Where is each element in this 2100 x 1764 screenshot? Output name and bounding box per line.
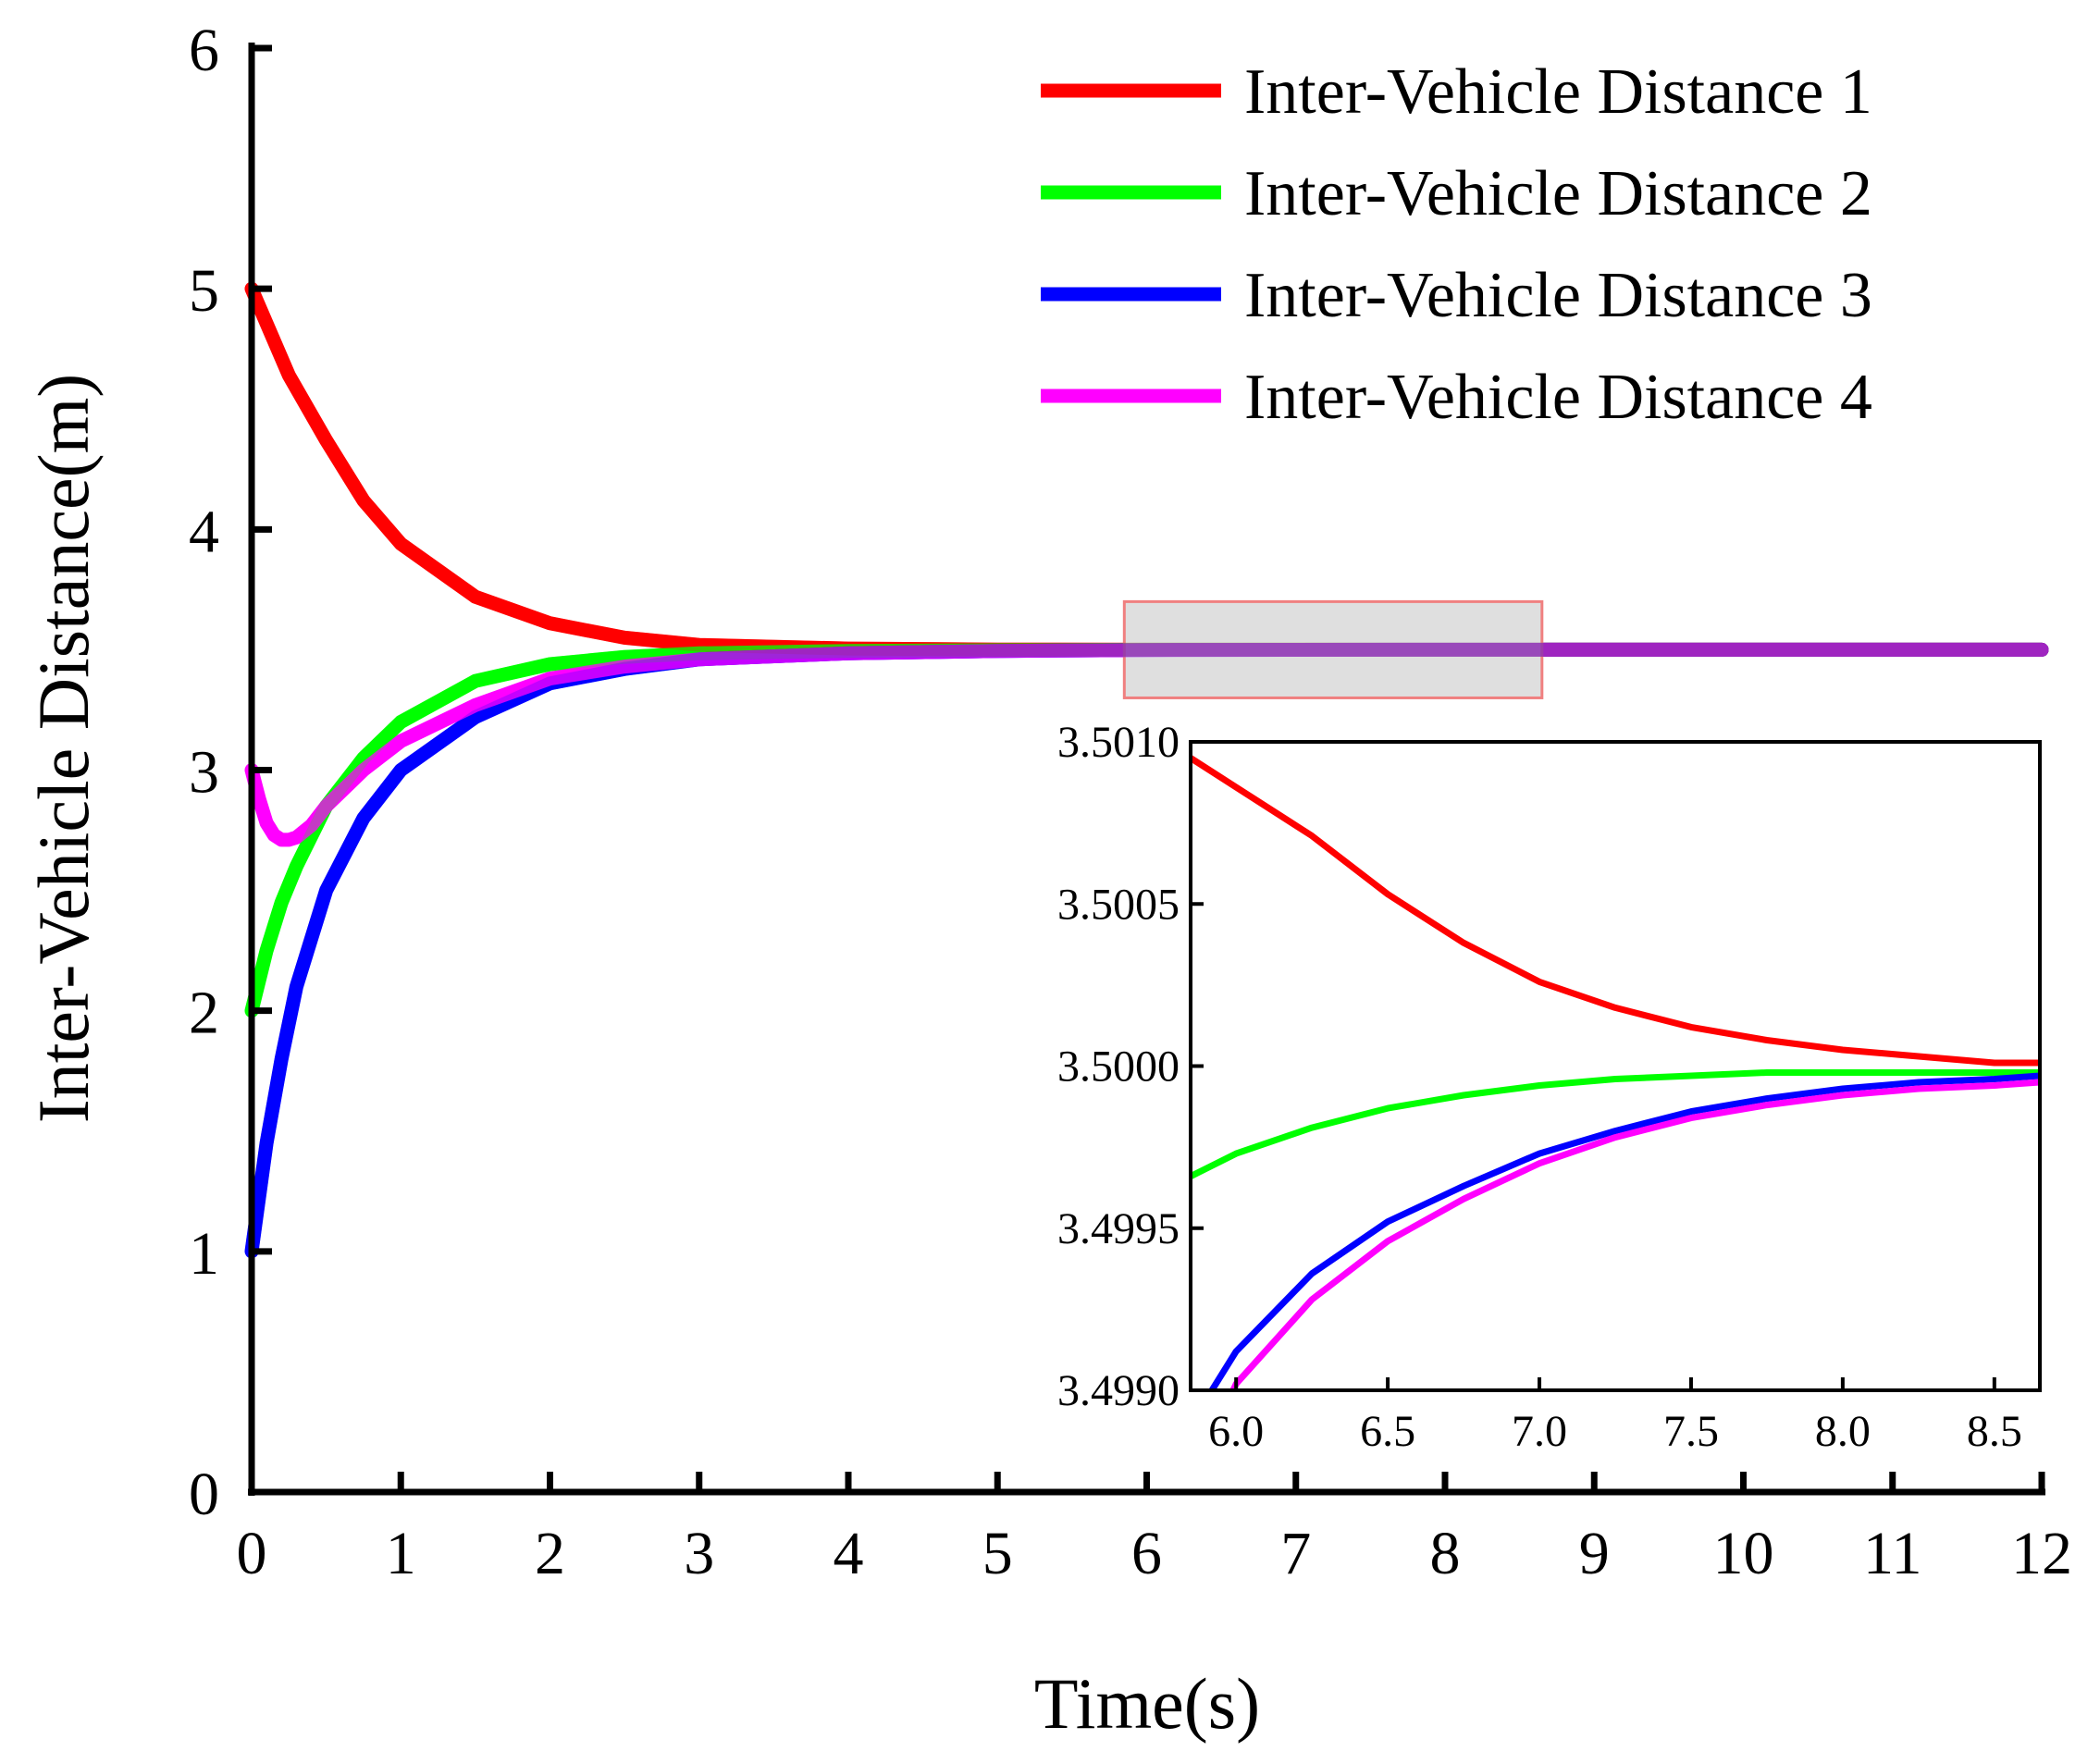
main-series-line-1	[244, 281, 2049, 657]
main-plot-area	[244, 281, 2049, 1259]
y-tick-label: 3	[189, 739, 219, 807]
inset-y-tick-label: 3.5010	[1057, 718, 1180, 767]
inset-series-line-3	[1209, 1072, 2040, 1390]
main-series-line-4	[244, 642, 2049, 847]
inset-series-line-4	[1229, 1079, 2040, 1390]
y-tick-label: 6	[189, 17, 219, 84]
x-tick-label: 12	[2011, 1520, 2072, 1587]
x-tick-label: 7	[1280, 1520, 1311, 1587]
y-axis-label: Inter-Vehicle Distance(m)	[23, 374, 104, 1124]
x-tick-label: 3	[684, 1520, 714, 1587]
x-tick-label: 1	[386, 1520, 416, 1587]
legend-label-4: Inter-Vehicle Distance 4	[1244, 362, 1872, 433]
inset-x-tick-label: 8.5	[1967, 1407, 2022, 1456]
x-tick-label: 11	[1863, 1520, 1922, 1587]
zoom-overlay-line-2	[244, 642, 2049, 1018]
x-tick-label: 10	[1713, 1520, 1774, 1587]
inset-x-tick-label: 8.0	[1815, 1407, 1871, 1456]
inset-x-tick-label: 6.0	[1208, 1407, 1264, 1456]
y-tick-label: 0	[189, 1461, 219, 1528]
y-tick-label: 2	[189, 980, 219, 1047]
zoom-overlay-line-1	[244, 281, 2049, 657]
inset-zoom-plot: 6.0 6.5 7.0 7.5 8.0 8.5 3.4990 3.4995 3.5000 3.50…	[1057, 718, 2042, 1456]
x-tick-label: 5	[982, 1520, 1013, 1587]
x-tick-label: 9	[1579, 1520, 1610, 1587]
inset-x-tick-label: 7.0	[1512, 1407, 1567, 1456]
x-tick-label: 0	[237, 1520, 267, 1587]
inset-lines	[1191, 755, 2040, 1390]
x-axis-label: Time(s)	[1034, 1663, 1260, 1744]
inset-series-line-2	[1191, 1069, 2040, 1179]
inset-y-tick-label: 3.5005	[1057, 880, 1180, 929]
x-tick-label: 6	[1131, 1520, 1162, 1587]
zoom-overlay-line-3	[244, 642, 2049, 1259]
legend-label-1: Inter-Vehicle Distance 1	[1244, 56, 1872, 128]
legend: Inter-Vehicle Distance 1 Inter-Vehicle Di…	[1041, 56, 1872, 433]
y-tick-label: 5	[189, 257, 219, 325]
legend-label-3: Inter-Vehicle Distance 3	[1244, 260, 1872, 331]
zoom-overlay-line-4	[244, 642, 2049, 847]
inset-x-tick-label: 7.5	[1663, 1407, 1719, 1456]
y-tick-label: 4	[189, 498, 219, 565]
inset-y-tick-label: 3.4990	[1057, 1366, 1180, 1415]
y-tick-label: 1	[189, 1220, 219, 1288]
inset-x-tick-label: 6.5	[1360, 1407, 1415, 1456]
inset-series-line-1	[1191, 755, 2040, 1067]
x-tick-label: 8	[1430, 1520, 1461, 1587]
zoom-region-box	[1122, 599, 1544, 699]
x-tick-label: 4	[834, 1520, 864, 1587]
x-tick-label: 2	[535, 1520, 565, 1587]
legend-label-2: Inter-Vehicle Distance 2	[1244, 158, 1872, 229]
inset-y-tick-label: 3.4995	[1057, 1204, 1180, 1253]
inset-y-tick-label: 3.5000	[1057, 1042, 1180, 1092]
